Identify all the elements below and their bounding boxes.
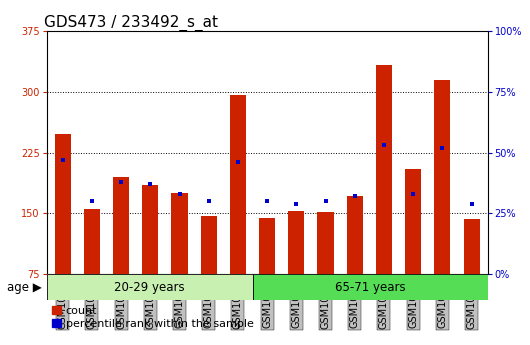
Bar: [142, 185, 158, 274]
Bar: [47, 274, 252, 300]
Text: 20-29 years: 20-29 years: [114, 281, 185, 294]
Text: GDS473 / 233492_s_at: GDS473 / 233492_s_at: [45, 15, 218, 31]
Bar: [376, 65, 392, 274]
Bar: [259, 218, 275, 274]
Bar: [317, 212, 333, 274]
Text: 65-71 years: 65-71 years: [335, 281, 405, 294]
Bar: [230, 95, 246, 274]
Bar: [55, 134, 70, 274]
Bar: [252, 274, 488, 300]
Legend: count, percentile rank within the sample: count, percentile rank within the sample: [52, 306, 253, 329]
Bar: [464, 219, 480, 274]
Bar: [405, 169, 421, 274]
Bar: [201, 216, 217, 274]
Bar: [84, 209, 100, 274]
Bar: [347, 196, 363, 274]
Bar: [288, 211, 304, 274]
Bar: [172, 193, 188, 274]
Bar: [434, 80, 450, 274]
Bar: [113, 177, 129, 274]
Text: age ▶: age ▶: [6, 281, 41, 294]
